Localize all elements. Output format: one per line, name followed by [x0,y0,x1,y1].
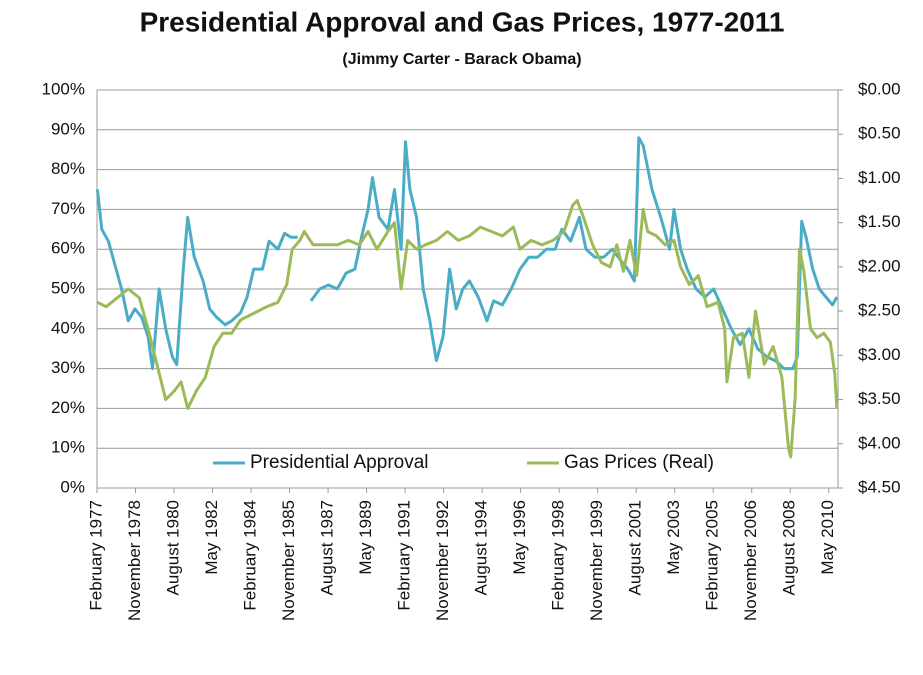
y2-tick-label: $4.50 [858,477,901,496]
legend-label: Gas Prices (Real) [564,452,714,473]
y-tick-label: 60% [51,239,85,258]
x-tick-label: February 1991 [395,500,414,611]
y2-tick-label: $4.00 [858,433,901,452]
x-tick-label: February 2005 [703,500,722,611]
y-tick-label: 90% [51,119,85,138]
x-tick-label: August 1987 [318,500,337,595]
x-tick-label: May 1989 [356,500,375,575]
x-tick-label: November 1985 [279,500,298,621]
y-tick-label: 80% [51,159,85,178]
y2-tick-label: $3.50 [858,389,901,408]
x-tick-label: February 1998 [549,500,568,611]
x-tick-label: May 2010 [818,500,837,575]
x-tick-label: November 2006 [741,500,760,621]
series-line [95,136,839,371]
y-tick-label: 40% [51,318,85,337]
x-tick-label: November 1999 [587,500,606,621]
y2-tick-label: $2.50 [858,301,901,320]
x-tick-label: May 1982 [202,500,221,575]
series-line [96,199,839,459]
x-tick-label: November 1992 [433,500,452,621]
x-tick-label: February 1977 [86,500,105,611]
chart-title: Presidential Approval and Gas Prices, 19… [140,6,785,37]
x-tick-label: August 1980 [164,500,183,595]
x-tick-label: November 1978 [125,500,144,621]
y2-tick-label: $2.00 [858,256,901,275]
y-tick-label: 70% [51,199,85,218]
y2-tick-label: $1.50 [858,212,901,231]
y-tick-label: 0% [60,477,85,496]
x-tick-label: August 2008 [780,500,799,595]
y2-tick-label: $0.00 [858,79,901,98]
x-tick-label: August 2001 [626,500,645,595]
y-tick-label: 10% [51,438,85,457]
y-tick-label: 30% [51,358,85,377]
y2-tick-label: $3.00 [858,345,901,364]
y2-tick-label: $0.50 [858,124,901,143]
x-tick-label: May 1996 [510,500,529,575]
legend-label: Presidential Approval [250,452,429,473]
x-tick-label: May 2003 [664,500,683,575]
x-tick-label: August 1994 [472,500,491,595]
y-tick-label: 50% [51,278,85,297]
y-tick-label: 20% [51,398,85,417]
y-tick-label: 100% [42,79,85,98]
chart-subtitle: (Jimmy Carter - Barack Obama) [342,51,581,68]
y2-tick-label: $1.00 [858,168,901,187]
x-tick-label: February 1984 [241,500,260,611]
